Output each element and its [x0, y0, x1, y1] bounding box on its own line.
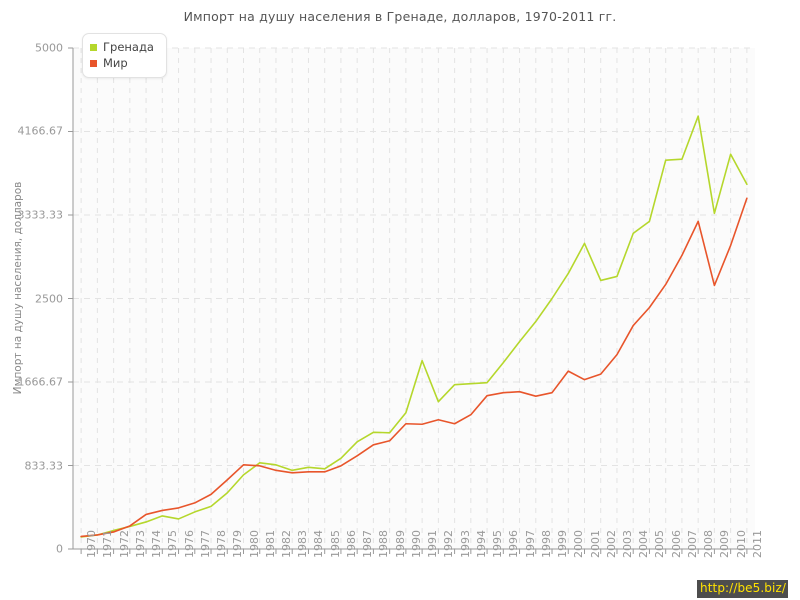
data-series — [80, 115, 748, 538]
x-tick-label: 2002 — [604, 530, 618, 558]
x-tick-label: 1981 — [263, 530, 277, 558]
legend-item[interactable]: Мир — [90, 55, 154, 71]
legend-item[interactable]: Гренада — [90, 39, 154, 55]
y-tick-label: 833.33 — [24, 459, 64, 472]
x-tick-label: 1998 — [539, 530, 553, 558]
x-tick-label: 1993 — [458, 530, 472, 558]
x-tick-label: 2010 — [734, 530, 748, 558]
y-tick-label: 3333.33 — [17, 208, 64, 222]
legend-swatch-icon — [90, 43, 97, 51]
x-tick-label: 1995 — [491, 530, 505, 558]
x-tick-label: 2003 — [620, 530, 634, 558]
y-tick-label: 5000 — [35, 41, 63, 55]
x-tick-label: 1999 — [556, 530, 570, 558]
x-tick-label: 1976 — [182, 530, 196, 558]
x-tick-label: 1973 — [133, 530, 147, 558]
x-tick-label: 2005 — [653, 530, 667, 558]
x-tick-label: 1974 — [150, 530, 164, 558]
series-line — [80, 197, 748, 538]
x-tick-label: 1984 — [312, 530, 326, 558]
x-tick-label: 1970 — [85, 530, 99, 558]
x-tick-label: 1975 — [166, 530, 180, 558]
y-tick-label: 0 — [56, 542, 63, 556]
x-tick-label: 1994 — [474, 530, 488, 558]
legend-label: Гренада — [103, 40, 154, 54]
x-tick-label: 1986 — [344, 530, 358, 558]
x-tick-label: 1997 — [523, 530, 537, 558]
x-tick-label: 1996 — [507, 530, 521, 558]
x-tick-label: 1971 — [101, 530, 115, 558]
x-tick-label: 1988 — [377, 530, 391, 558]
x-tick-label: 1980 — [247, 530, 261, 558]
horizontal-gridlines — [73, 47, 755, 467]
chart-title: Импорт на душу населения в Гренаде, долл… — [183, 9, 617, 24]
x-tick-label: 1992 — [442, 530, 456, 558]
x-tick-label: 1991 — [426, 530, 440, 558]
y-axis-ticks — [68, 47, 73, 550]
x-tick-label: 2006 — [669, 530, 683, 558]
x-tick-label: 2007 — [685, 530, 699, 558]
x-tick-label: 2000 — [572, 530, 586, 558]
x-tick-label: 1987 — [361, 530, 375, 558]
x-tick-label: 1972 — [117, 530, 131, 558]
legend-swatch-icon — [90, 59, 97, 67]
series-line — [80, 115, 748, 538]
x-tick-label: 1990 — [409, 530, 423, 558]
x-axis-ticks — [80, 549, 748, 554]
x-tick-label: 2009 — [718, 530, 732, 558]
x-tick-label: 1978 — [215, 530, 229, 558]
watermark-link[interactable]: http://be5.biz/ — [697, 580, 789, 598]
y-tick-label: 4166.67 — [17, 124, 64, 138]
x-tick-label: 2001 — [588, 530, 602, 558]
x-tick-label: 1983 — [296, 530, 310, 558]
y-tick-label: 1666.67 — [17, 375, 64, 389]
x-tick-label: 1982 — [279, 530, 293, 558]
x-tick-label: 2008 — [702, 530, 716, 558]
x-tick-label: 1979 — [231, 530, 245, 558]
x-tick-label: 1985 — [328, 530, 342, 558]
y-tick-label: 2500 — [35, 292, 63, 305]
x-tick-label: 2011 — [750, 530, 764, 558]
chart-legend: Гренада Мир — [82, 33, 167, 78]
x-tick-label: 1989 — [393, 530, 407, 558]
x-tick-label: 1977 — [198, 530, 212, 558]
legend-label: Мир — [103, 56, 128, 70]
x-tick-label: 2004 — [637, 530, 651, 558]
